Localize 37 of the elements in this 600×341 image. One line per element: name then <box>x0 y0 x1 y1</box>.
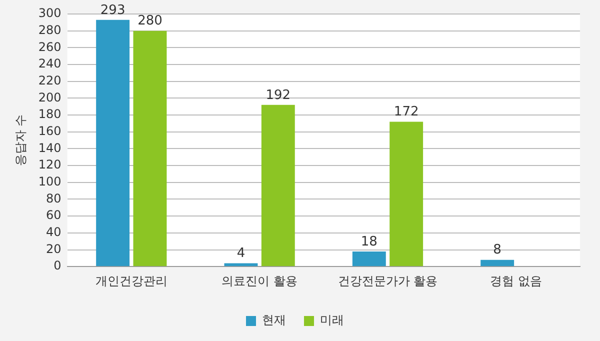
bar <box>261 104 295 266</box>
bar <box>352 251 386 266</box>
bar <box>390 122 424 266</box>
y-tick-label: 240 <box>38 56 62 71</box>
y-tick-label: 200 <box>38 90 62 104</box>
x-tick-label: 경험 없음 <box>490 274 542 288</box>
y-tick-label: 80 <box>46 191 62 206</box>
y-tick-label: 140 <box>38 140 62 155</box>
y-tick-label: 280 <box>38 22 62 37</box>
bar <box>224 263 258 266</box>
y-tick-label: 60 <box>46 208 62 222</box>
data-label: 172 <box>394 104 419 120</box>
y-tick-label: 120 <box>38 158 62 172</box>
y-tick-label: 40 <box>46 225 62 240</box>
data-label: 8 <box>493 242 502 258</box>
y-tick-label: 180 <box>38 107 62 122</box>
bar <box>480 260 514 266</box>
y-tick-label: 100 <box>38 174 62 189</box>
x-tick-label: 개인건강관리 <box>95 274 168 288</box>
x-tick-label: 건강전문가가 활용 <box>338 274 438 288</box>
bar <box>96 20 130 266</box>
y-tick-label: 220 <box>38 73 62 88</box>
y-tick-label: 260 <box>38 40 62 54</box>
y-tick-label: 300 <box>38 6 62 20</box>
data-label: 280 <box>138 14 162 29</box>
y-tick-label: 160 <box>38 124 62 138</box>
legend-label: 현재 <box>262 313 286 328</box>
legend-label: 미래 <box>320 313 344 328</box>
x-tick-label: 의료진이 활용 <box>222 274 298 288</box>
y-tick-label: 0 <box>54 258 62 273</box>
data-label: 293 <box>100 2 126 18</box>
y-tick-label: 20 <box>46 242 62 256</box>
data-label: 4 <box>236 246 246 262</box>
bar <box>133 30 167 266</box>
data-label: 192 <box>266 88 291 103</box>
y-axis-title: 응답자 수 <box>13 114 28 166</box>
data-label: 18 <box>360 234 378 250</box>
